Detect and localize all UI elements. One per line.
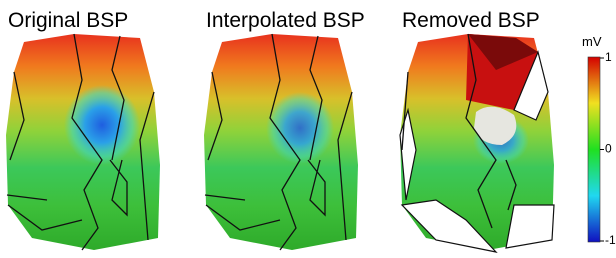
panel-title: Removed BSP [402,9,540,32]
tick-label: 1 [605,50,612,64]
panel-title: Original BSP [8,9,128,32]
torso-map [400,34,554,252]
figure: Original BSP Interpolated BSP Removed BS… [0,0,616,258]
colorbar-label: mV [582,34,602,49]
panel-title: Interpolated BSP [206,9,365,32]
torso-map [204,34,358,250]
tick-label: 0 [605,142,612,156]
colorbar [588,57,600,242]
torso-map [6,34,160,250]
tick-label: -1 [605,233,616,247]
